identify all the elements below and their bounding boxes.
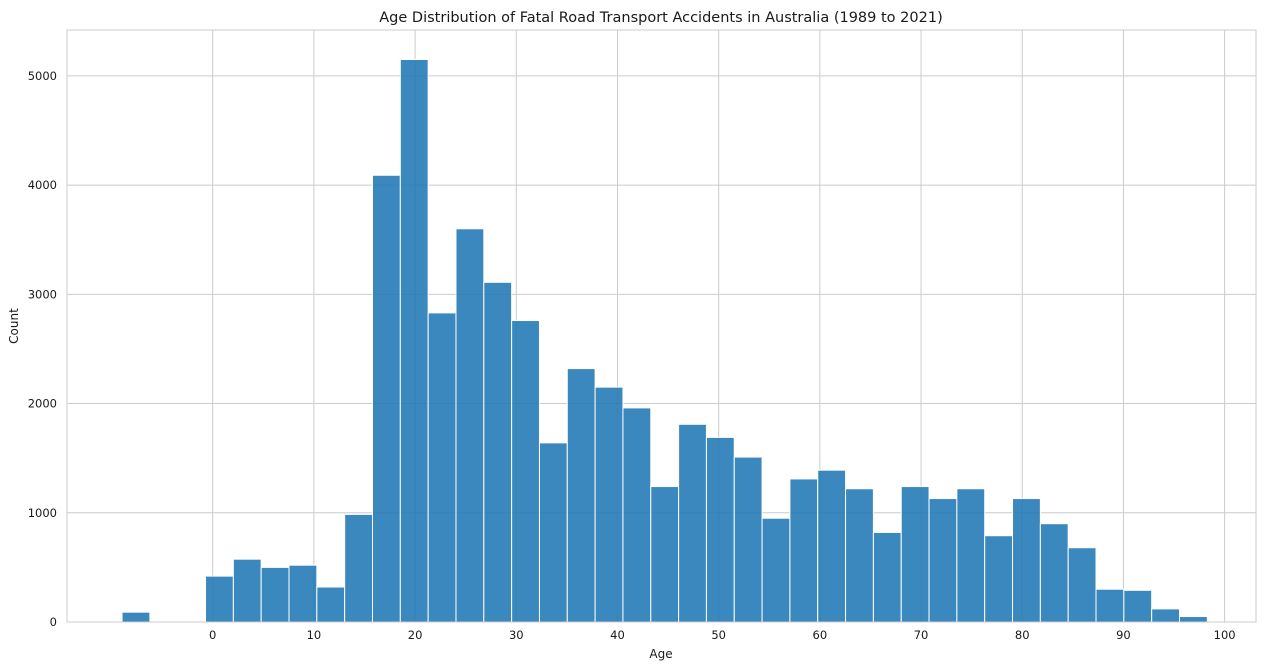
- histogram-bar: [344, 513, 373, 623]
- histogram-bar: [1039, 523, 1069, 623]
- x-tick-label: 100: [1214, 628, 1236, 642]
- histogram-bar: [371, 174, 401, 623]
- y-tick-label: 3000: [28, 287, 57, 301]
- histogram-bar: [483, 281, 513, 623]
- x-tick-label: 30: [509, 628, 524, 642]
- histogram-bar: [872, 531, 902, 623]
- histogram-bar: [260, 566, 290, 623]
- histogram-bar: [1067, 547, 1097, 623]
- chart-title: Age Distribution of Fatal Road Transport…: [379, 10, 942, 26]
- histogram-bar: [1012, 498, 1041, 623]
- histogram-bar: [121, 611, 151, 623]
- histogram-bar: [678, 423, 707, 623]
- histogram-bar: [205, 575, 234, 623]
- histogram-bar: [984, 535, 1014, 623]
- x-tick-label: 40: [610, 628, 625, 642]
- histogram-bar: [845, 488, 874, 623]
- x-tick-label: 80: [1015, 628, 1030, 642]
- histogram-bar: [594, 386, 624, 623]
- histogram-bar: [538, 442, 568, 623]
- x-tick-label: 90: [1116, 628, 1131, 642]
- histogram-bar: [956, 488, 986, 623]
- histogram-bar: [288, 564, 318, 623]
- x-tick-label: 10: [307, 628, 322, 642]
- histogram-bar: [705, 436, 735, 623]
- histogram-bar: [1178, 616, 1208, 623]
- y-tick-label: 5000: [28, 69, 57, 83]
- histogram-bar: [232, 558, 262, 623]
- histogram-bar: [399, 58, 429, 623]
- x-tick-label: 50: [711, 628, 726, 642]
- x-tick-label: 60: [813, 628, 828, 642]
- y-tick-label: 0: [50, 615, 57, 629]
- histogram-bar: [316, 586, 346, 623]
- histogram-bar: [817, 469, 847, 623]
- histogram-bar: [928, 498, 958, 623]
- y-tick-label: 1000: [28, 506, 57, 520]
- histogram-bar: [511, 320, 540, 623]
- x-axis-label: Age: [649, 647, 672, 661]
- y-tick-label: 4000: [28, 178, 57, 192]
- histogram-bar: [566, 368, 596, 623]
- histogram-bar: [1123, 589, 1153, 623]
- plot-frame: [66, 29, 1257, 623]
- histogram-bar: [789, 478, 819, 623]
- histogram-bar: [733, 456, 763, 623]
- x-tick-labels: 0 10 20 30 40 50 60 70 80 90 100: [209, 628, 1236, 642]
- histogram-bar: [1151, 608, 1180, 623]
- histogram-bar: [622, 407, 652, 623]
- y-tick-label: 2000: [28, 397, 57, 411]
- histogram-bar: [900, 486, 930, 623]
- histogram-bar: [455, 228, 485, 623]
- histogram-bar: [650, 486, 680, 623]
- histogram-bar: [427, 312, 457, 623]
- x-tick-label: 70: [914, 628, 929, 642]
- x-tick-label: 20: [408, 628, 423, 642]
- bars: [121, 58, 1208, 623]
- y-axis-label: Count: [7, 308, 21, 344]
- x-tick-label: 0: [209, 628, 216, 642]
- y-tick-labels: 0 1000 2000 3000 4000 5000: [28, 69, 57, 629]
- histogram-bar: [761, 517, 791, 623]
- histogram-bar: [1095, 588, 1125, 623]
